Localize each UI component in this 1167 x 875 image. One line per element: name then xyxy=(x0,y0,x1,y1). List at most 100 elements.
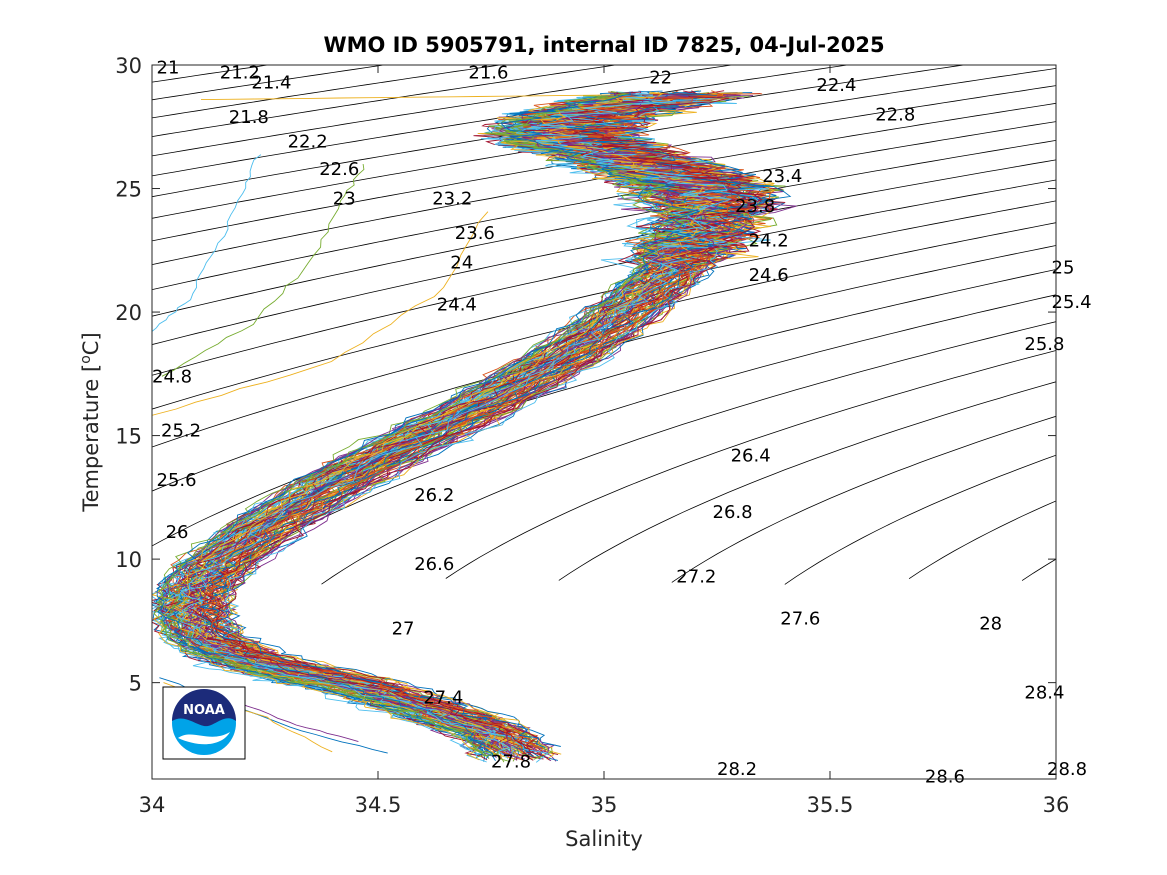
plot-area xyxy=(152,65,1056,779)
chart-title: WMO ID 5905791, internal ID 7825, 04-Jul… xyxy=(323,33,884,57)
profile-line xyxy=(205,90,775,749)
density-contour-line xyxy=(208,294,1056,583)
density-contour-label: 24.6 xyxy=(749,265,789,286)
density-contour-label: 28 xyxy=(979,613,1002,634)
density-contour-line xyxy=(152,200,1056,410)
density-contour-label: 27.2 xyxy=(676,566,716,587)
density-contour-label: 28.8 xyxy=(1047,759,1087,780)
y-axis-label-degree: o xyxy=(78,355,94,364)
profile-line xyxy=(156,91,700,749)
y-tick-label: 20 xyxy=(115,301,142,325)
density-contour-line xyxy=(152,65,387,101)
density-contour-line xyxy=(152,65,735,157)
density-contour-label: 25.4 xyxy=(1052,292,1092,313)
density-contour-label: 25 xyxy=(1052,258,1075,279)
x-tick-label: 34.5 xyxy=(355,793,402,817)
density-contour-label: 23.2 xyxy=(432,188,472,209)
density-contour-line xyxy=(445,350,1056,579)
density-contour-label: 24.2 xyxy=(749,230,789,251)
density-contour-label: 28.6 xyxy=(925,767,965,788)
density-contour-labels: 21 21.221.4 21.6 22 22.4 22.8 21.8 22.2 22.6 23 23… xyxy=(152,58,1092,788)
density-contour-label: 26.6 xyxy=(414,554,454,575)
density-contour-line xyxy=(152,179,1056,376)
density-contour-label: 26.8 xyxy=(713,502,753,523)
density-contour-label: 22 xyxy=(649,67,672,88)
density-contour-label: 27.8 xyxy=(491,752,531,773)
density-contour-line xyxy=(784,454,1056,585)
profile-line xyxy=(174,94,703,762)
density-contour-line xyxy=(152,140,1056,317)
density-contour-label: 26.2 xyxy=(414,485,454,506)
profile-line xyxy=(218,92,776,749)
profile-line xyxy=(154,94,697,754)
y-axis-label-text: Temperature [ xyxy=(79,364,103,513)
density-contour-line xyxy=(152,65,503,119)
density-contour-label: 21 xyxy=(157,58,180,79)
y-tick-label: 25 xyxy=(115,178,142,202)
density-contour-label: 21.4 xyxy=(251,72,291,93)
density-contour-label: 26 xyxy=(166,522,189,543)
density-contour-label: 23.6 xyxy=(455,223,495,244)
profile-line xyxy=(158,91,696,751)
density-contour-label: 22.6 xyxy=(319,159,359,180)
x-tick-label: 35 xyxy=(591,793,618,817)
density-contour-label: 21.8 xyxy=(229,107,269,128)
profile-line xyxy=(152,211,489,416)
profile-line xyxy=(174,92,713,749)
y-tick-label: 15 xyxy=(115,425,142,449)
profile-line xyxy=(155,91,693,748)
density-contour-label: 23.8 xyxy=(735,196,775,217)
density-contour-line xyxy=(152,159,1056,345)
density-contour-line xyxy=(908,500,1056,580)
profile-line xyxy=(199,91,772,748)
density-contour-label: 28.4 xyxy=(1024,683,1064,704)
profile-line xyxy=(187,94,734,754)
density-contour-line xyxy=(152,121,1056,290)
noaa-logo-text: NOAA xyxy=(183,703,225,718)
profile-line xyxy=(193,90,736,748)
y-axis-label: Temperature [oC] xyxy=(78,332,103,512)
density-contour-line xyxy=(558,381,1056,581)
profiles xyxy=(152,90,797,763)
profile-line xyxy=(200,94,614,101)
noaa-logo-wave xyxy=(178,732,230,745)
noaa-logo: NOAA xyxy=(162,686,246,760)
density-contour-label: 26.4 xyxy=(731,445,771,466)
profile-line xyxy=(218,97,771,763)
profile-line xyxy=(215,95,778,761)
y-tick-label: 10 xyxy=(115,548,142,572)
y-tick-label: 5 xyxy=(129,672,142,696)
density-contour-label: 23 xyxy=(333,188,356,209)
density-contour-label: 25.6 xyxy=(157,470,197,491)
profile-line xyxy=(179,94,732,758)
density-contour-line xyxy=(1021,558,1056,581)
density-contour-label: 22.8 xyxy=(875,104,915,125)
x-tick-label: 34 xyxy=(139,793,166,817)
density-contour-label: 21.6 xyxy=(468,62,508,83)
density-contour-label: 22.2 xyxy=(288,132,328,153)
density-contour-label: 28.2 xyxy=(717,759,757,780)
y-tick-label: 30 xyxy=(115,54,142,78)
x-axis-label: Salinity xyxy=(565,827,643,851)
y-axis-label-unit: C] xyxy=(79,332,103,355)
density-contour-line xyxy=(671,415,1056,583)
density-contour-label: 24.8 xyxy=(152,366,192,387)
profile-line xyxy=(161,164,365,377)
density-contour-label: 27.6 xyxy=(780,608,820,629)
x-tick-label: 35.5 xyxy=(807,793,854,817)
density-contour-label: 24 xyxy=(450,253,473,274)
density-contour-label: 23.4 xyxy=(762,166,802,187)
density-contour-label: 21.2 xyxy=(220,62,260,83)
density-contour-label: 25.2 xyxy=(161,421,201,442)
density-contour-label: 22.4 xyxy=(816,75,856,96)
density-contour-line xyxy=(321,321,1056,585)
density-contour-label: 27 xyxy=(392,618,415,639)
x-tick-label: 36 xyxy=(1043,793,1070,817)
axis-ticks: 34 34.5 35 35.5 36 5 10 15 20 25 30 xyxy=(115,54,1069,817)
density-contour-label: 27.4 xyxy=(423,688,463,709)
profile-line xyxy=(152,154,262,333)
density-contour-label: 24.4 xyxy=(437,295,477,316)
noaa-logo-sky xyxy=(172,689,236,727)
density-contour-label: 25.8 xyxy=(1024,334,1064,355)
